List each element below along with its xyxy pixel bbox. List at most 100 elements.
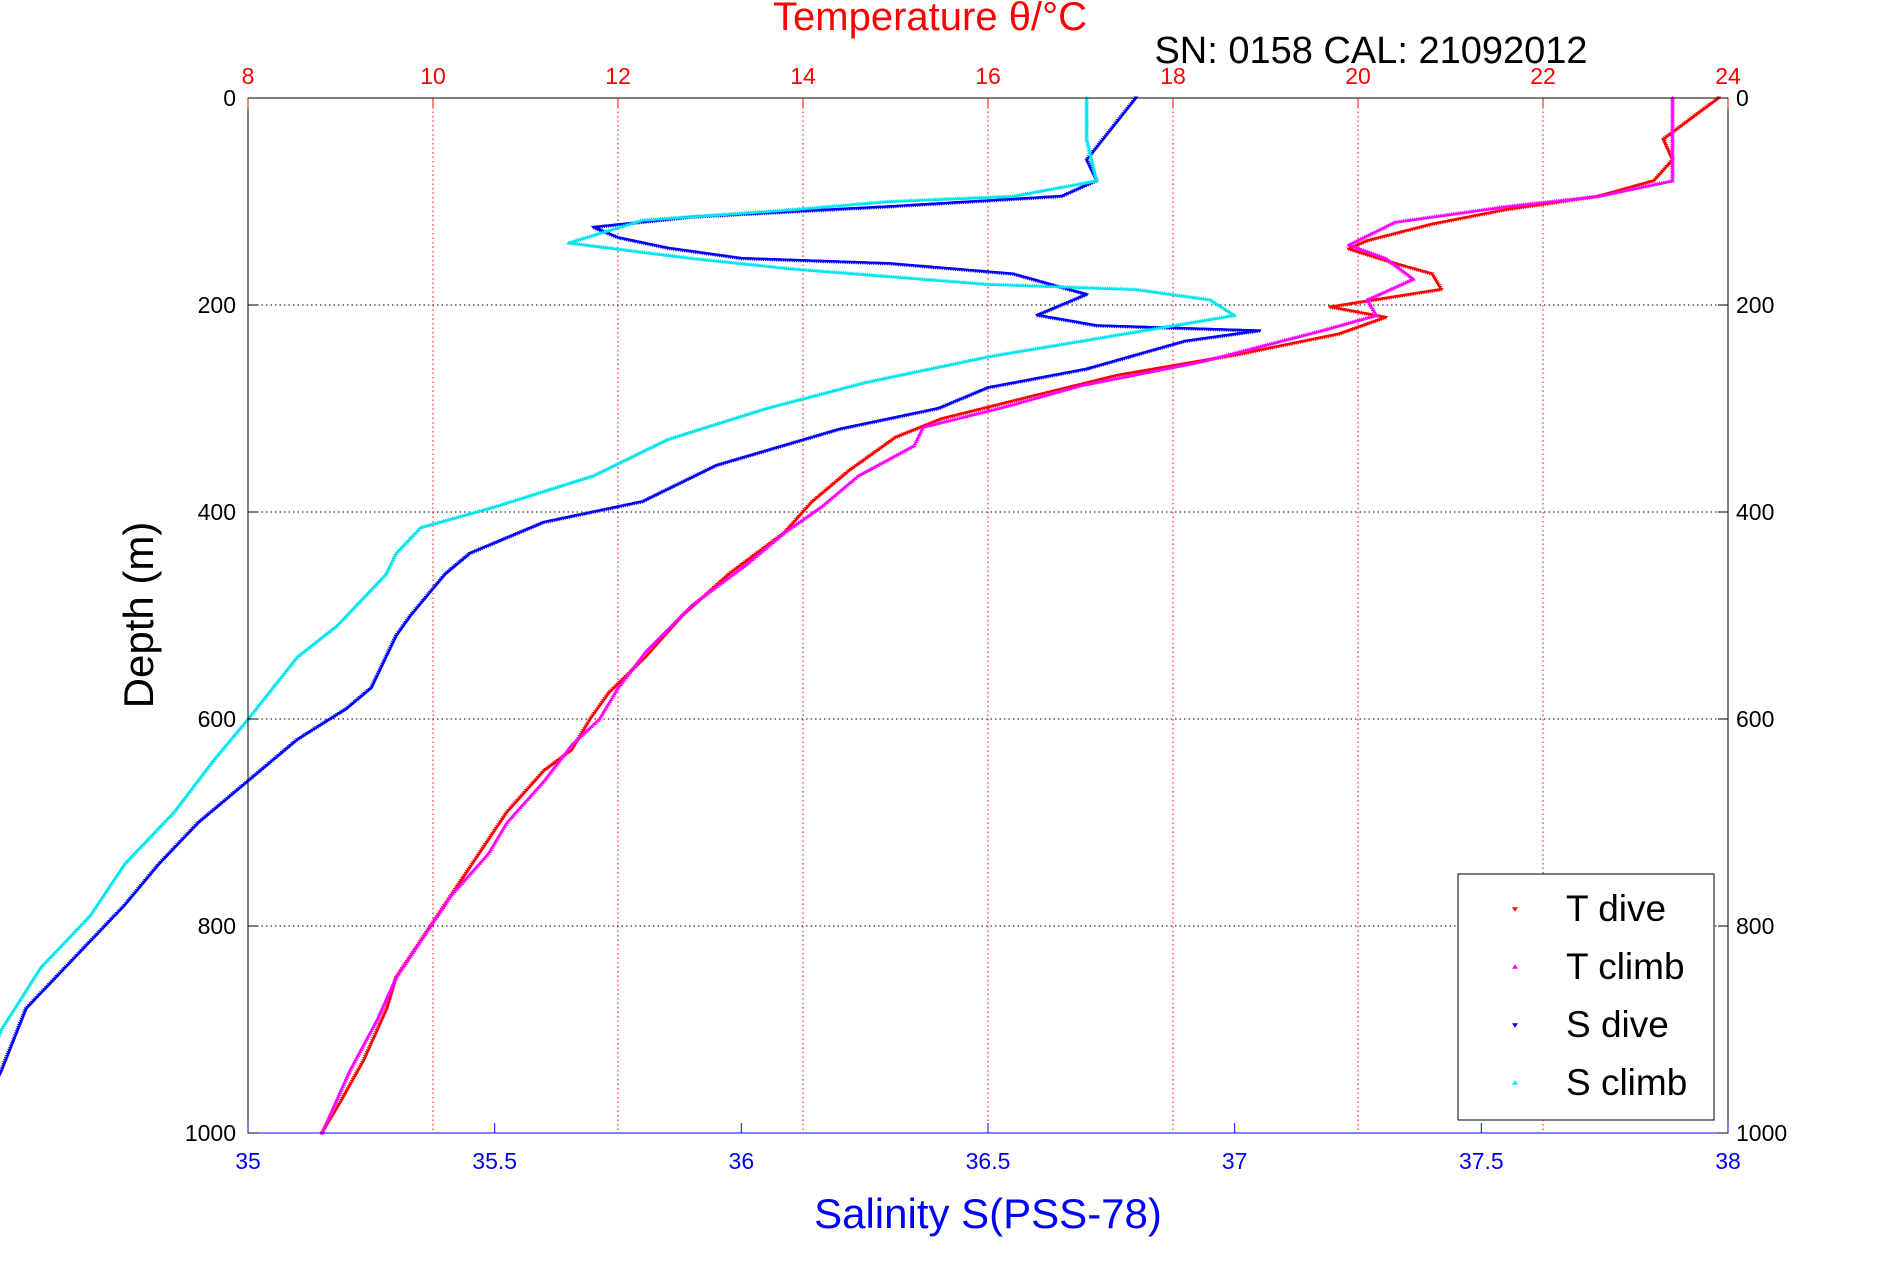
data-point [386,1001,391,1005]
data-point [23,1007,29,1011]
tick-label-temperature: 14 [790,63,816,89]
data-point [1063,193,1069,197]
data-point [375,672,381,677]
data-point [1660,137,1666,142]
chart-title: Temperature θ/°C [773,0,1087,39]
data-point [688,476,694,481]
data-point [1670,117,1675,122]
data-point [0,1029,3,1034]
data-point [1437,286,1443,290]
data-point [1,1063,7,1067]
data-point [335,1104,341,1108]
data-point [1084,124,1090,128]
data-point [712,464,718,469]
tick-label-depth-left: 200 [198,292,236,318]
data-point [21,1011,27,1016]
data-point [1084,135,1090,139]
data-point [1084,115,1090,120]
data-point [605,693,610,698]
data-point [684,478,690,483]
data-point [593,710,598,714]
data-point [377,1023,383,1027]
tick-label-salinity: 35.5 [472,1148,517,1174]
data-point [652,494,658,498]
data-point [1084,100,1090,104]
data-point [1434,280,1440,284]
data-point [373,676,379,681]
data-point [1670,154,1675,159]
data-point [1670,174,1675,178]
data-point [690,475,696,480]
data-point [346,1085,352,1090]
data-point [1084,106,1090,111]
data-point [379,664,385,669]
data-point [343,1091,349,1095]
data-point [374,1029,380,1033]
data-point [700,470,706,475]
data-point [391,638,397,643]
data-point [1430,274,1436,279]
data-point [0,1075,1,1077]
data-point [1670,139,1675,144]
data-point [1670,165,1675,170]
data-point [601,699,606,703]
series-t-climb [319,95,1675,1135]
data-point [1662,142,1668,146]
data-point [1670,135,1675,139]
data-point [375,1027,381,1031]
data-point [1067,191,1073,195]
data-point [648,496,654,500]
data-point [373,1031,379,1035]
data-point [672,484,678,489]
data-point [594,708,600,712]
data-point [349,1079,355,1084]
data-point [587,717,593,722]
data-point [1354,243,1360,248]
data-point [590,713,596,718]
data-point [487,835,493,840]
data-point [1092,169,1097,174]
data-point [1670,172,1675,176]
tick-label-salinity: 36 [729,1148,755,1174]
data-point [393,634,399,639]
data-point [1670,159,1675,163]
tick-label-depth-right: 200 [1736,292,1774,318]
data-point [606,691,612,696]
data-point [1358,242,1364,246]
data-point [392,636,398,641]
data-point [1665,148,1671,152]
data-point [1083,183,1089,188]
tick-label-depth-left: 800 [198,913,236,939]
data-point [1084,139,1090,144]
data-point [463,871,469,876]
data-point [0,1027,4,1031]
data-point [1360,241,1366,245]
data-point [1431,276,1437,280]
data-point [708,466,714,471]
data-point [1092,172,1098,176]
data-point [1670,106,1675,111]
data-point [698,471,704,476]
data-point [4,1054,10,1059]
data-point [368,1043,374,1047]
data-point [358,1064,363,1069]
legend-marker [1512,907,1518,912]
data-point [384,654,389,659]
data-point [1084,132,1090,137]
data-point [457,880,463,885]
data-point [385,1003,391,1007]
tick-label-depth-left: 600 [198,706,236,732]
data-point [1670,121,1675,126]
data-point [378,666,384,671]
data-point [678,481,684,486]
data-point [1670,148,1675,152]
data-point [21,1013,26,1018]
data-point [580,729,586,733]
data-point [1079,185,1085,190]
data-point [369,1041,375,1045]
data-point [353,1072,359,1076]
data-point [0,1073,2,1077]
data-point [378,1021,383,1025]
